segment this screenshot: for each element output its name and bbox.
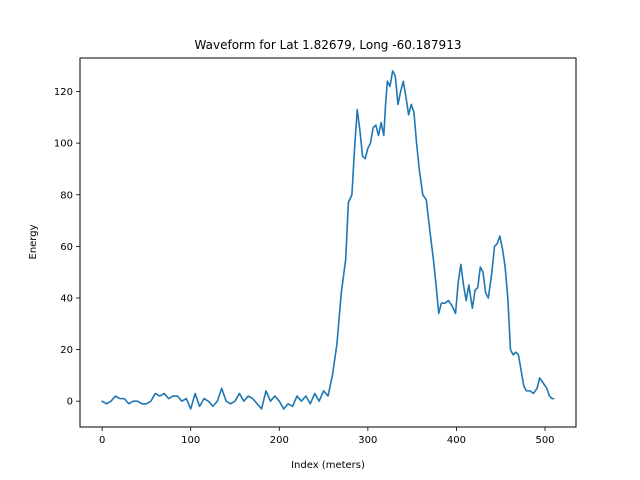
y-tick-label: 60 bbox=[60, 242, 73, 253]
y-tick-label: 80 bbox=[60, 190, 73, 201]
x-axis: 0 100 200 300 400 500 bbox=[99, 427, 555, 446]
x-tick-label: 400 bbox=[447, 435, 466, 446]
y-axis-label: Energy bbox=[28, 224, 39, 259]
y-axis: 0 20 40 60 80 100 120 bbox=[54, 87, 80, 408]
y-tick-label: 0 bbox=[67, 397, 73, 408]
x-axis-label: Index (meters) bbox=[291, 460, 365, 471]
x-tick-label: 100 bbox=[181, 435, 200, 446]
x-tick-label: 300 bbox=[358, 435, 377, 446]
y-tick-label: 100 bbox=[54, 139, 73, 150]
y-tick-label: 40 bbox=[60, 293, 73, 304]
y-tick-label: 20 bbox=[60, 345, 73, 356]
chart-title: Waveform for Lat 1.82679, Long -60.18791… bbox=[195, 38, 462, 52]
plot-frame bbox=[79, 57, 577, 428]
x-tick-label: 500 bbox=[535, 435, 554, 446]
waveform-line bbox=[101, 70, 555, 410]
plot-area: 0 100 200 300 400 500 0 20 40 60 80 100 120 bbox=[54, 57, 577, 446]
x-tick-label: 200 bbox=[270, 435, 289, 446]
y-tick-label: 120 bbox=[54, 87, 73, 98]
x-tick-label: 0 bbox=[99, 435, 105, 446]
